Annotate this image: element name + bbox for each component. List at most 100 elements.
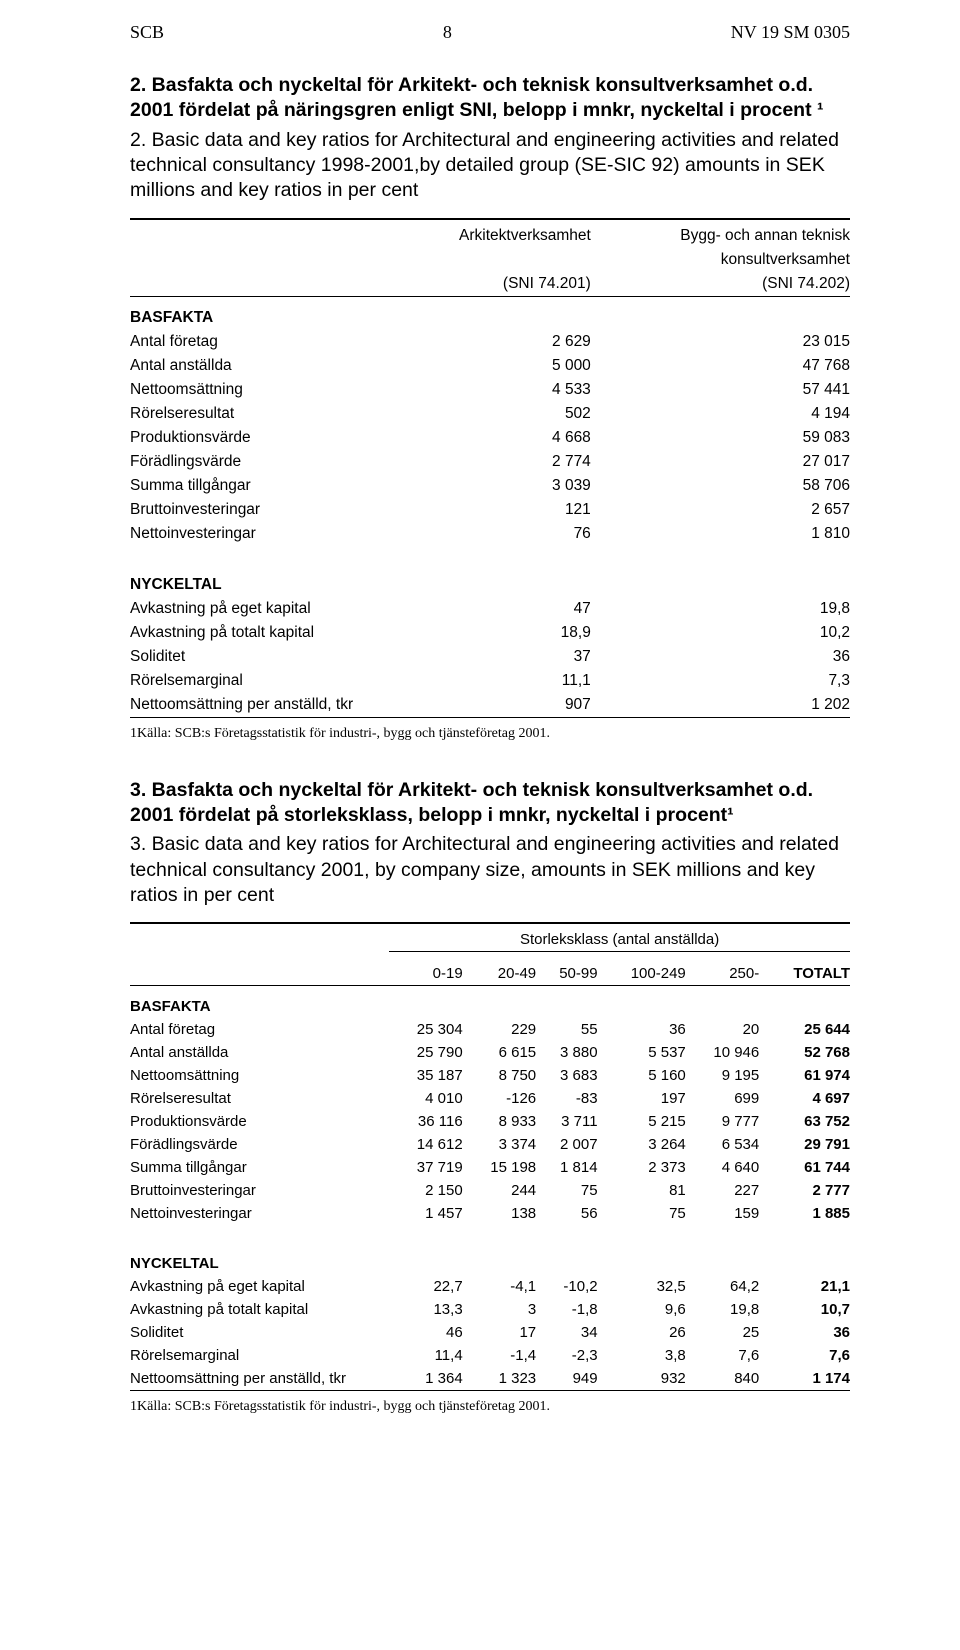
row-label: Rörelseresultat	[130, 402, 389, 426]
t2-basfakta-row: Summa tillgångar37 71915 1981 8142 3734 …	[130, 1156, 850, 1179]
row-val: 4 010	[389, 1087, 462, 1110]
row-label: Förädlingsvärde	[130, 1133, 389, 1156]
row-val: 7,6	[686, 1344, 759, 1367]
row-val: 2 150	[389, 1179, 462, 1202]
row-v2: 58 706	[591, 474, 850, 498]
t2-col-header: 250-	[686, 962, 759, 986]
row-v1: 4 668	[389, 426, 591, 450]
row-label: Antal anställda	[130, 1041, 389, 1064]
row-val: 949	[536, 1367, 597, 1391]
t2-basfakta-label: BASFAKTA	[130, 988, 850, 1018]
row-v2: 47 768	[591, 354, 850, 378]
row-val: 52 768	[759, 1041, 850, 1064]
row-val: 1 174	[759, 1367, 850, 1391]
row-val: 5 537	[598, 1041, 686, 1064]
row-val: 5 160	[598, 1064, 686, 1087]
row-val: 19,8	[686, 1298, 759, 1321]
row-val: 63 752	[759, 1110, 850, 1133]
row-label: Summa tillgångar	[130, 1156, 389, 1179]
row-label: Nettoinvesteringar	[130, 522, 389, 546]
row-label: Nettoomsättning	[130, 378, 389, 402]
t1-basfakta-row: Nettoinvesteringar761 810	[130, 522, 850, 546]
t2-nyckeltal-row: Avkastning på eget kapital22,7-4,1-10,23…	[130, 1275, 850, 1298]
row-val: 9 777	[686, 1110, 759, 1133]
row-v2: 19,8	[591, 597, 850, 621]
t1-basfakta-row: Rörelseresultat5024 194	[130, 402, 850, 426]
row-val: 37 719	[389, 1156, 462, 1179]
row-val: 46	[389, 1321, 462, 1344]
row-val: 3,8	[598, 1344, 686, 1367]
row-val: 17	[463, 1321, 536, 1344]
row-val: 75	[536, 1179, 597, 1202]
row-val: 229	[463, 1018, 536, 1041]
t2-nyckeltal-row: Nettoomsättning per anställd, tkr1 3641 …	[130, 1367, 850, 1391]
row-val: 1 885	[759, 1202, 850, 1225]
row-val: 25 644	[759, 1018, 850, 1041]
header-right: NV 19 SM 0305	[731, 22, 850, 43]
row-val: 29 791	[759, 1133, 850, 1156]
row-v1: 47	[389, 597, 591, 621]
row-label: Produktionsvärde	[130, 426, 389, 450]
t1-nyckeltal-row: Nettoomsättning per anställd, tkr9071 20…	[130, 693, 850, 718]
row-val: 36 116	[389, 1110, 462, 1133]
row-v2: 36	[591, 645, 850, 669]
row-v1: 2 629	[389, 330, 591, 354]
row-val: 2 007	[536, 1133, 597, 1156]
t1-basfakta-row: Produktionsvärde4 66859 083	[130, 426, 850, 450]
row-val: 9 195	[686, 1064, 759, 1087]
row-val: 35 187	[389, 1064, 462, 1087]
t1-basfakta-row: Nettoomsättning4 53357 441	[130, 378, 850, 402]
row-val: 81	[598, 1179, 686, 1202]
row-val: 197	[598, 1087, 686, 1110]
row-v2: 10,2	[591, 621, 850, 645]
t1-basfakta-row: Summa tillgångar3 03958 706	[130, 474, 850, 498]
row-val: 11,4	[389, 1344, 462, 1367]
row-val: 36	[759, 1321, 850, 1344]
row-val: 5 215	[598, 1110, 686, 1133]
t1-col2-header-l2: konsultverksamhet	[591, 248, 850, 272]
row-val: 8 750	[463, 1064, 536, 1087]
row-val: 1 364	[389, 1367, 462, 1391]
row-val: 159	[686, 1202, 759, 1225]
row-val: 1 323	[463, 1367, 536, 1391]
row-val: 61 744	[759, 1156, 850, 1179]
t1-col1-sub: (SNI 74.201)	[389, 272, 591, 297]
row-label: Summa tillgångar	[130, 474, 389, 498]
t2-basfakta-row: Nettoomsättning35 1878 7503 6835 1609 19…	[130, 1064, 850, 1087]
row-val: 3 264	[598, 1133, 686, 1156]
row-label: Antal företag	[130, 1018, 389, 1041]
t2-nyckeltal-label: NYCKELTAL	[130, 1245, 850, 1275]
section1-title-en: 2. Basic data and key ratios for Archite…	[130, 128, 850, 204]
row-label: Soliditet	[130, 1321, 389, 1344]
row-val: 699	[686, 1087, 759, 1110]
t2-col-header: TOTALT	[759, 962, 850, 986]
row-val: -4,1	[463, 1275, 536, 1298]
row-val: 244	[463, 1179, 536, 1202]
row-val: 55	[536, 1018, 597, 1041]
row-label: Nettoomsättning	[130, 1064, 389, 1087]
row-v2: 4 194	[591, 402, 850, 426]
row-v2: 27 017	[591, 450, 850, 474]
row-v2: 7,3	[591, 669, 850, 693]
row-val: 4 697	[759, 1087, 850, 1110]
row-label: Antal anställda	[130, 354, 389, 378]
table-2: Storleksklass (antal anställda) 0-1920-4…	[130, 922, 850, 1393]
header-center: 8	[443, 22, 452, 43]
row-v1: 121	[389, 498, 591, 522]
row-val: -10,2	[536, 1275, 597, 1298]
row-val: 14 612	[389, 1133, 462, 1156]
t2-basfakta-row: Förädlingsvärde14 6123 3742 0073 2646 53…	[130, 1133, 850, 1156]
row-val: 932	[598, 1367, 686, 1391]
t1-basfakta-row: Bruttoinvesteringar1212 657	[130, 498, 850, 522]
row-v1: 76	[389, 522, 591, 546]
row-val: 32,5	[598, 1275, 686, 1298]
t2-nyckeltal-row: Soliditet461734262536	[130, 1321, 850, 1344]
t2-colgroup: Storleksklass (antal anställda)	[389, 928, 850, 952]
table-1: Arkitektverksamhet Bygg- och annan tekni…	[130, 218, 850, 720]
row-val: 3 880	[536, 1041, 597, 1064]
row-v2: 1 202	[591, 693, 850, 718]
row-val: 9,6	[598, 1298, 686, 1321]
t2-col-header: 50-99	[536, 962, 597, 986]
row-val: 3 711	[536, 1110, 597, 1133]
header-left: SCB	[130, 22, 164, 43]
